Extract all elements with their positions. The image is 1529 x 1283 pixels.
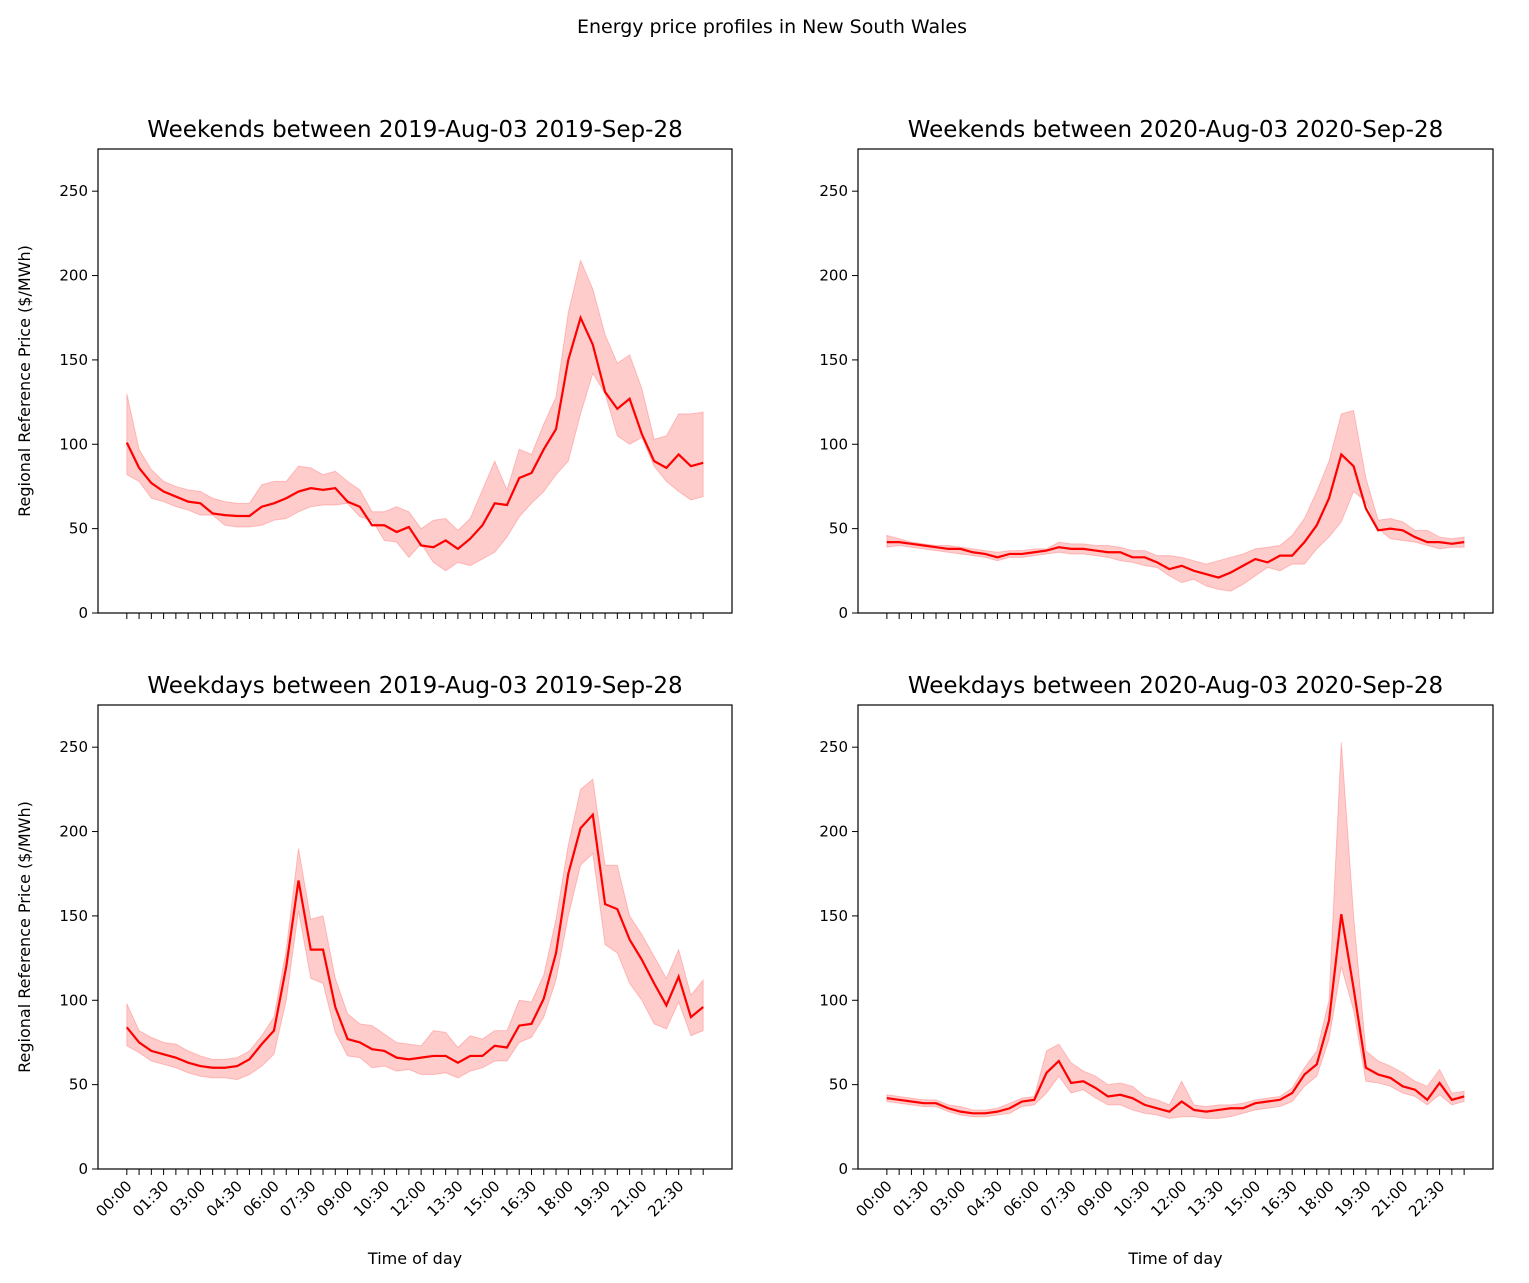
x-axis-label: Time of day [367, 1249, 462, 1268]
y-tick-label: 100 [819, 991, 848, 1009]
axes-title: Weekdays between 2019-Aug-03 2019-Sep-28 [147, 673, 682, 699]
y-tick-label: 250 [59, 182, 88, 200]
x-axis-label: Time of day [1127, 1249, 1222, 1268]
y-tick-label: 250 [59, 738, 88, 756]
y-tick-label: 0 [838, 1160, 848, 1178]
y-tick-label: 0 [78, 1160, 88, 1178]
y-tick-label: 150 [59, 351, 88, 369]
y-tick-label: 250 [819, 738, 848, 756]
confidence-band [126, 258, 704, 572]
axes-frame [857, 704, 1494, 1170]
axes-frame [97, 704, 733, 1170]
y-tick-label: 50 [829, 520, 848, 538]
mean-line [886, 914, 1465, 1115]
y-tick-label: 50 [69, 520, 88, 538]
mean-line [125, 812, 704, 1069]
y-tick-label: 200 [819, 267, 848, 285]
y-tick-label: 250 [819, 182, 848, 200]
y-tick-label: 200 [59, 823, 88, 841]
y-axis-label: Regional Reference Price ($/MWh) [15, 245, 34, 517]
y-tick-label: 50 [69, 1076, 88, 1094]
y-tick-label: 0 [78, 604, 88, 622]
y-tick-label: 100 [819, 435, 848, 453]
y-tick-label: 100 [59, 991, 88, 1009]
axes-title: Weekends between 2020-Aug-03 2020-Sep-28 [908, 117, 1443, 143]
y-tick-label: 100 [59, 435, 88, 453]
confidence-band [886, 409, 1465, 592]
axes-frame [857, 148, 1494, 614]
y-tick-label: 200 [819, 823, 848, 841]
mean-line [886, 452, 1465, 579]
y-axis-label: Regional Reference Price ($/MWh) [15, 801, 34, 1073]
y-tick-label: 50 [829, 1076, 848, 1094]
confidence-band [126, 778, 704, 1081]
y-tick-label: 150 [59, 907, 88, 925]
confidence-band [886, 742, 1465, 1119]
y-tick-label: 200 [59, 267, 88, 285]
y-tick-label: 0 [838, 604, 848, 622]
figure-title: Energy price profiles in New South Wales [577, 16, 967, 38]
axes-title: Weekdays between 2020-Aug-03 2020-Sep-28 [908, 673, 1443, 699]
axes-title: Weekends between 2019-Aug-03 2019-Sep-28 [147, 117, 682, 143]
y-tick-label: 150 [819, 351, 848, 369]
mean-line [125, 314, 704, 551]
y-tick-label: 150 [819, 907, 848, 925]
axes-frame [97, 148, 733, 614]
